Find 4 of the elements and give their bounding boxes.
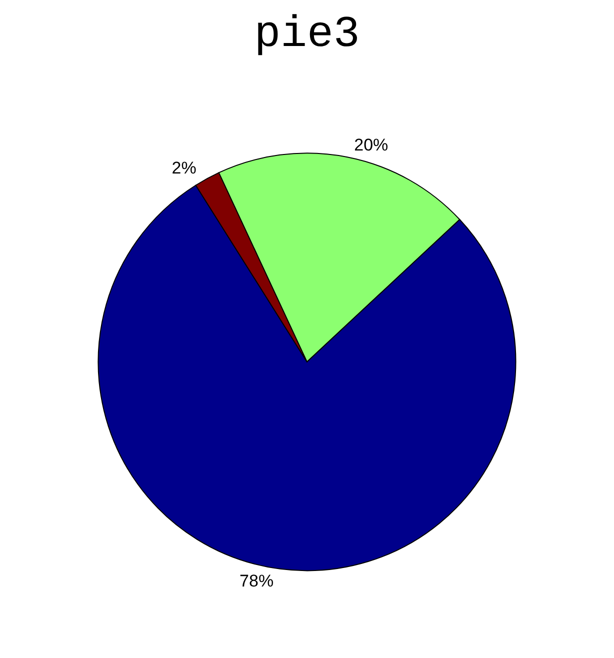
data-label: 2% xyxy=(172,158,196,178)
chart-title: pie3 xyxy=(254,10,360,60)
data-label: 20% xyxy=(354,136,388,155)
data-label: 78% xyxy=(240,571,274,590)
